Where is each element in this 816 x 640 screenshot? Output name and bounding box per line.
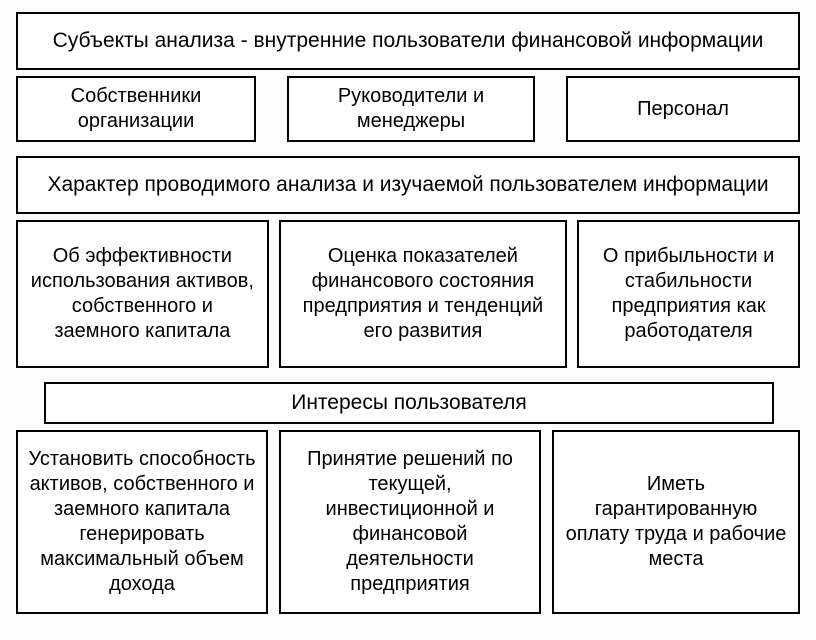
section-interests: Интересы пользователя Установить способн… — [16, 382, 800, 614]
cell-guaranteed-pay: Иметь гарантированную оплату труда и раб… — [552, 430, 800, 614]
row-subjects: Собственники организации Руководители и … — [16, 76, 800, 142]
section-character: Характер проводимого анализа и изучаемой… — [16, 156, 800, 368]
section-subjects: Субъекты анализа - внутренние пользовате… — [16, 12, 800, 142]
cell-financial-assessment: Оценка показателей финансового состояния… — [279, 220, 567, 368]
header-character: Характер проводимого анализа и изучаемой… — [16, 156, 800, 214]
cell-decision-making: Принятие решений по текущей, инвестицион… — [279, 430, 541, 614]
row-interests: Установить способность активов, собствен… — [16, 430, 800, 614]
row-character: Об эффективности использования активов, … — [16, 220, 800, 368]
diagram-container: Субъекты анализа - внутренние пользовате… — [16, 12, 800, 614]
cell-profitability: О прибыльности и стабильности предприяти… — [577, 220, 800, 368]
header-interests: Интересы пользователя — [44, 382, 774, 424]
cell-asset-efficiency: Об эффективности использования активов, … — [16, 220, 269, 368]
cell-personnel: Персонал — [566, 76, 800, 142]
cell-asset-capability: Установить способность активов, собствен… — [16, 430, 268, 614]
header-subjects: Субъекты анализа - внутренние пользовате… — [16, 12, 800, 70]
cell-owners: Собственники организации — [16, 76, 256, 142]
cell-managers: Руководители и менеджеры — [287, 76, 535, 142]
